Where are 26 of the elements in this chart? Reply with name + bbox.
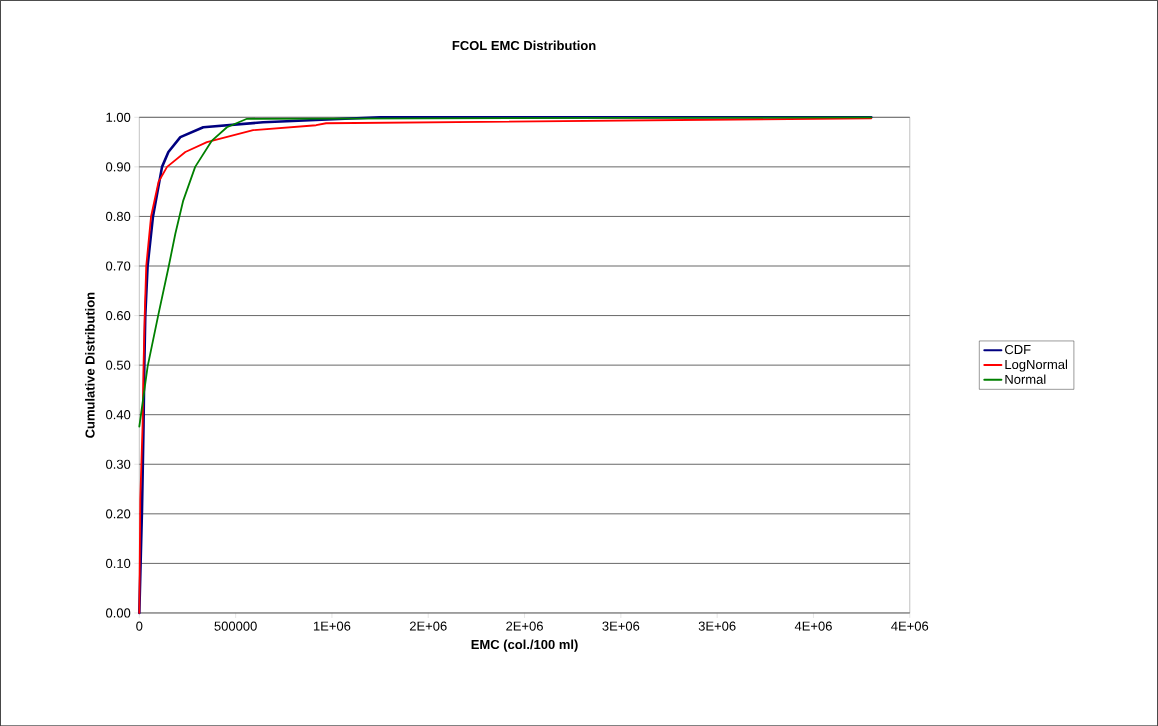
x-tick-label: 0 bbox=[136, 621, 143, 631]
x-axis-title: EMC (col./100 ml) bbox=[471, 639, 578, 652]
legend-label: Normal bbox=[1005, 374, 1046, 384]
y-tick-label: 0.30 bbox=[106, 459, 131, 469]
x-tick-label: 4E+06 bbox=[891, 621, 929, 631]
y-tick-label: 0.90 bbox=[106, 162, 131, 172]
y-axis-title: Cumulative Distribution bbox=[85, 292, 95, 438]
y-tick-label: 0.20 bbox=[106, 509, 131, 519]
y-tick-label: 0.60 bbox=[106, 310, 131, 321]
x-tick-label: 1E+06 bbox=[313, 621, 351, 631]
x-tick-label: 2E+06 bbox=[409, 621, 447, 631]
y-tick-label: 1.00 bbox=[106, 112, 131, 122]
x-tick-label: 2E+06 bbox=[506, 621, 543, 631]
x-tick-label: 3E+06 bbox=[602, 621, 640, 631]
y-tick-label: 0.40 bbox=[106, 409, 131, 420]
y-tick-label: 0.80 bbox=[106, 211, 131, 221]
legend-label: CDF bbox=[1005, 344, 1031, 354]
legend-label: LogNormal bbox=[1005, 359, 1068, 372]
chart-title: FCOL EMC Distribution bbox=[452, 40, 596, 50]
y-tick-label: 0.10 bbox=[106, 558, 131, 568]
y-tick-label: 0.50 bbox=[106, 360, 131, 370]
x-tick-label: 3E+06 bbox=[698, 621, 736, 631]
y-tick-label: 0.00 bbox=[106, 608, 131, 618]
y-tick-label: 0.70 bbox=[106, 261, 131, 271]
x-tick-label: 500000 bbox=[214, 621, 257, 631]
x-tick-label: 4E+06 bbox=[794, 621, 832, 631]
